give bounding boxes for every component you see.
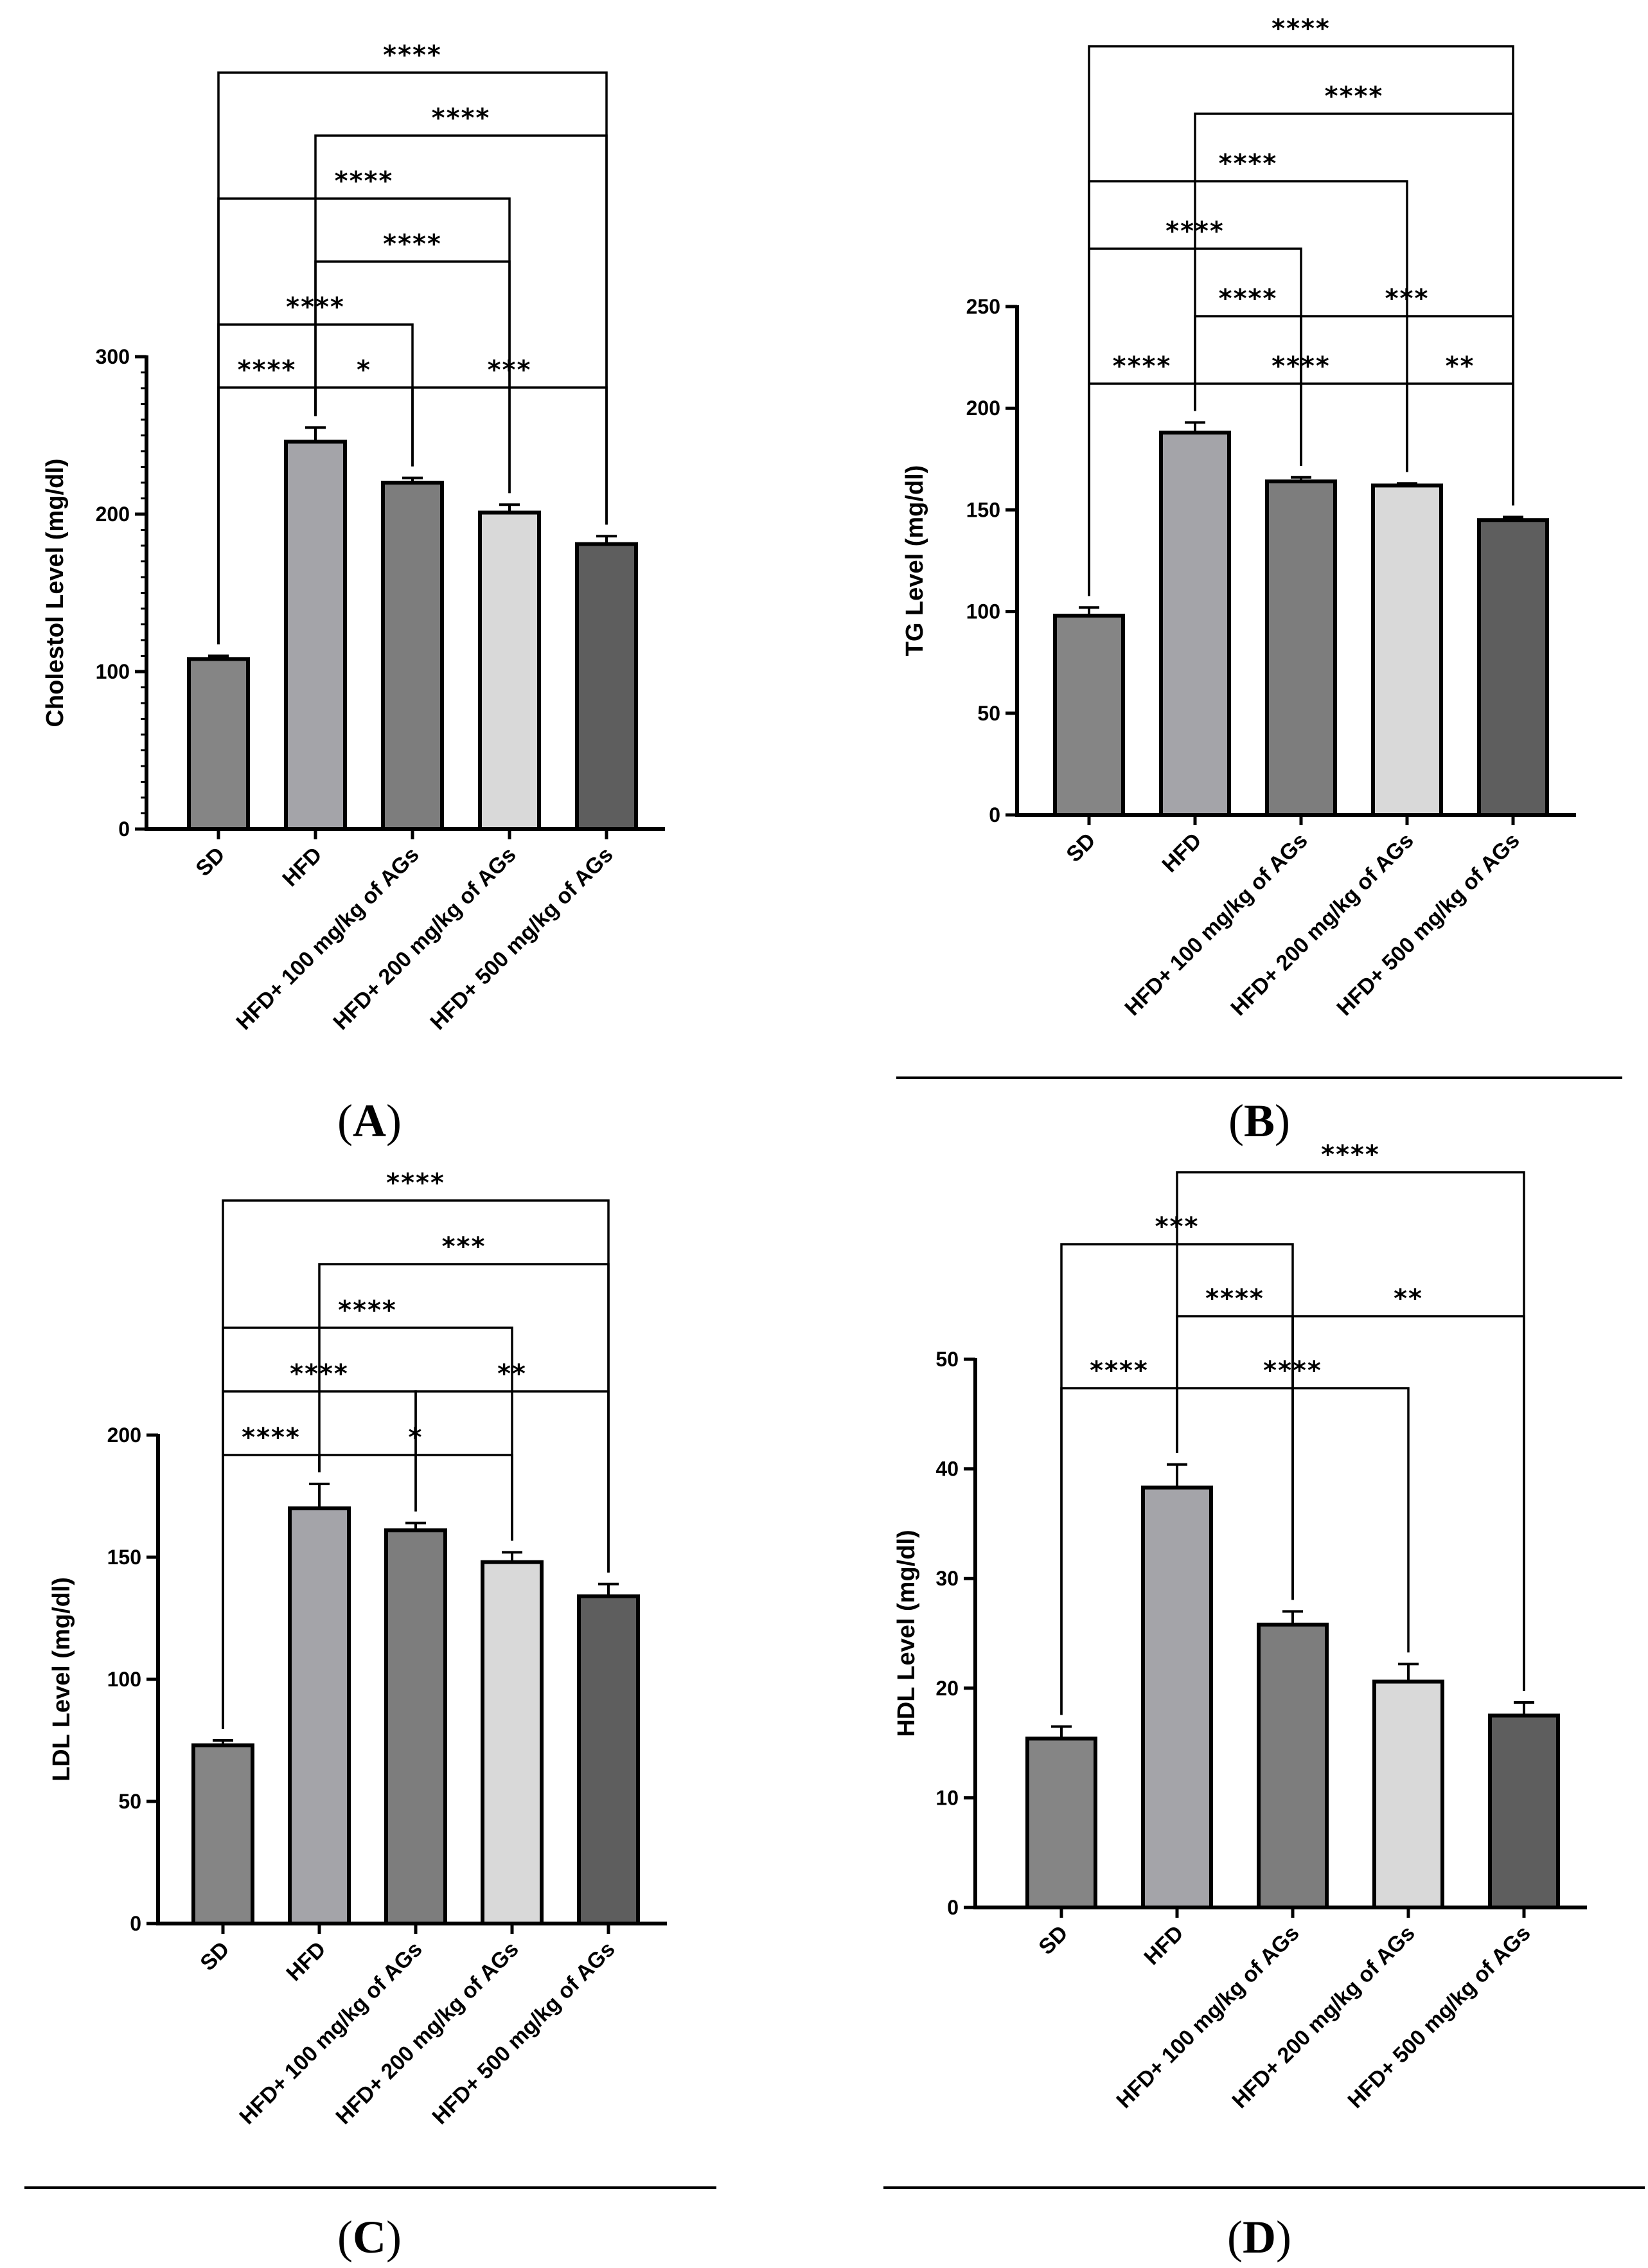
- significance-label: ****: [238, 355, 297, 385]
- significance-label: ****: [338, 1296, 397, 1325]
- panel-label-b: (B): [1228, 1095, 1290, 1147]
- significance-label: ****: [1090, 1356, 1149, 1386]
- bar: [1025, 1737, 1097, 1909]
- significance-label: **: [1446, 352, 1475, 381]
- y-tick-label: 200: [107, 1424, 141, 1447]
- y-tick-label: 50: [118, 1790, 141, 1813]
- y-tick-label: 100: [96, 660, 130, 683]
- bar: [1141, 1485, 1213, 1910]
- y-axis-label: HDL Level (mg/dl): [893, 1530, 920, 1737]
- bar: [577, 1594, 640, 1926]
- y-tick-label: 150: [107, 1546, 141, 1569]
- y-tick-label: 0: [130, 1912, 141, 1935]
- significance-label: ****: [1271, 14, 1331, 44]
- y-axis-label: LDL Level (mg/dl): [48, 1577, 75, 1781]
- y-tick-label: 200: [966, 397, 1000, 420]
- y-tick-label: 300: [96, 345, 130, 368]
- bar: [481, 1560, 544, 1926]
- panel-label-d: (D): [1227, 2211, 1291, 2263]
- bar: [575, 542, 638, 831]
- significance-bracket: [222, 1199, 610, 1729]
- significance-label: ****: [432, 103, 491, 133]
- significance-label: ****: [1205, 1284, 1264, 1314]
- significance-label: **: [1394, 1284, 1423, 1314]
- y-tick-label: 200: [96, 503, 130, 526]
- y-tick-label: 10: [935, 1786, 959, 1809]
- bar: [1371, 483, 1443, 817]
- y-tick-label: 0: [989, 803, 1000, 826]
- significance-label: ****: [1325, 82, 1384, 111]
- y-tick-label: 20: [935, 1677, 959, 1700]
- significance-label: *: [357, 355, 371, 385]
- bar: [191, 1743, 254, 1926]
- bar: [1372, 1679, 1444, 1909]
- significance-label: ***: [442, 1232, 486, 1262]
- significance-bracket: [1088, 45, 1514, 596]
- significance-label: ****: [383, 40, 442, 70]
- panel-label-a: (A): [337, 1095, 402, 1147]
- y-tick-label: 0: [118, 817, 130, 841]
- bar: [1053, 613, 1125, 817]
- panel-label-c: (C): [337, 2211, 402, 2263]
- y-axis-label: TG Level (mg/dl): [901, 465, 928, 657]
- y-tick-label: 100: [966, 600, 1000, 623]
- significance-label: ****: [335, 166, 394, 196]
- y-tick-label: 30: [935, 1567, 959, 1590]
- y-tick-label: 150: [966, 498, 1000, 521]
- significance-label: ****: [383, 229, 442, 259]
- bar: [288, 1506, 351, 1925]
- y-tick-label: 40: [935, 1458, 959, 1481]
- bar: [284, 440, 347, 831]
- bar: [187, 657, 250, 832]
- significance-label: ****: [1219, 149, 1278, 179]
- y-tick-label: 50: [935, 1348, 959, 1371]
- bar: [478, 510, 541, 831]
- significance-label: ****: [1113, 352, 1172, 381]
- bar: [381, 481, 444, 831]
- bar: [1477, 518, 1549, 817]
- y-axis-label: Cholestol Level (mg/dl): [42, 458, 69, 727]
- y-tick-label: 50: [977, 702, 1000, 725]
- significance-bracket: [217, 71, 608, 645]
- bar: [384, 1528, 447, 1925]
- y-tick-label: 250: [966, 295, 1000, 318]
- significance-label: ****: [242, 1423, 301, 1452]
- significance-label: ****: [1321, 1140, 1380, 1170]
- significance-label: ****: [1219, 284, 1278, 314]
- y-tick-label: 0: [947, 1896, 959, 1919]
- bar: [1159, 431, 1231, 817]
- bar: [1265, 479, 1337, 817]
- bar: [1257, 1622, 1329, 1910]
- significance-bracket: [1176, 1171, 1525, 1691]
- significance-label: ****: [386, 1168, 445, 1198]
- bar: [1488, 1713, 1560, 1909]
- y-tick-label: 100: [107, 1668, 141, 1691]
